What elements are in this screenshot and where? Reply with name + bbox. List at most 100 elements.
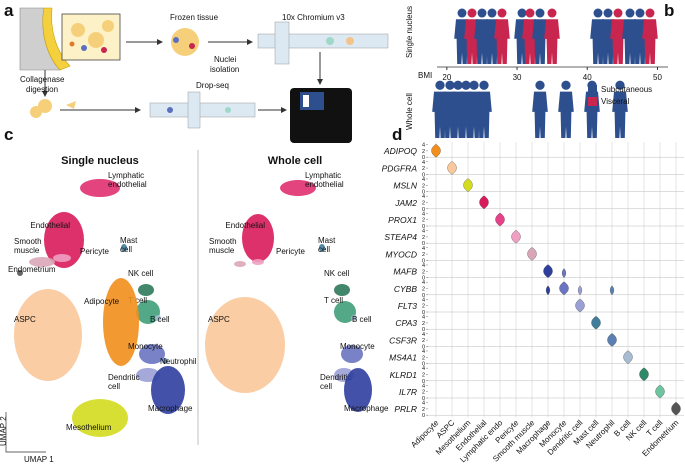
y-tick-label: 4 [422,366,425,372]
person-body [532,91,548,138]
person-head [477,8,487,18]
step-label: 10x Chromium v3 [282,13,345,22]
violin [495,212,505,227]
cluster-label: endothelial [108,180,147,189]
violin [591,316,601,330]
y-tick-label: 0 [422,241,425,247]
person-head [645,8,655,18]
violin [671,402,681,416]
violin [609,285,615,296]
y-tick-label: 0 [422,190,425,196]
step-label: isolation [210,65,239,74]
person-body [642,19,658,64]
cluster-label: Endothelial [225,221,265,230]
gene-label: PDGFRA [382,163,418,173]
y-tick-label: 0 [422,413,425,419]
person-body [612,91,628,138]
cluster-label: B cell [352,315,372,324]
row-label: Whole cell [405,93,414,130]
cluster [252,259,264,265]
legend-swatch [588,85,597,94]
cluster [344,368,372,412]
person-body [494,19,510,64]
y-tick-label: 0 [422,155,425,161]
y-tick-label: 2 [422,235,425,241]
y-tick-label: 2 [422,149,425,155]
step-label: Drop-seq [196,81,229,90]
y-tick-label: 0 [422,327,425,333]
person-head [561,80,571,90]
cluster-label: cell [320,382,332,391]
cluster [334,301,356,323]
panel-label: c [4,125,13,144]
cluster [53,254,71,262]
cluster-label: Lymphatic [305,171,341,180]
person-head [457,8,467,18]
violin [431,144,441,158]
violin [447,161,457,175]
gene-label: MSLN [393,181,417,191]
panel-label: a [4,1,14,20]
cluster-label: Adipocyte [84,297,120,306]
panel-label: b [664,1,674,20]
person-body [532,19,548,64]
cluster-label: B cell [150,315,170,324]
gene-label: FLT3 [398,301,417,311]
person-head [535,8,545,18]
legend-label: Visceral [601,97,630,106]
cluster-label: Smooth [209,237,237,246]
y-tick-label: 4 [422,211,425,217]
y-tick-label: 4 [422,194,425,200]
cluster-label: Mesothelium [66,423,112,432]
cluster [14,289,82,381]
person-head [535,80,545,90]
y-tick-label: 2 [422,286,425,292]
violin [559,281,569,295]
y-tick-label: 4 [422,383,425,389]
cluster-label: Mast [318,236,336,245]
cluster-label: Macrophage [344,404,389,413]
step-label: Frozen tissue [170,13,219,22]
axis-label: UMAP 2 [0,416,8,446]
y-tick-label: 2 [422,355,425,361]
y-tick-label: 4 [422,280,425,286]
panel-label: d [392,125,402,144]
y-tick-label: 0 [422,310,425,316]
gene-label: STEAP4 [384,232,417,242]
y-tick-label: 4 [422,297,425,303]
cluster-label: ASPC [14,315,36,324]
cluster [72,399,128,437]
cluster [136,300,160,324]
cluster [80,179,120,197]
y-tick-label: 0 [422,224,425,230]
cluster-label: Pericyte [276,247,305,256]
cluster-label: Mast [120,236,138,245]
y-tick-label: 2 [422,407,425,413]
person-head [613,8,623,18]
person-head [461,80,471,90]
person-head [435,80,445,90]
umap-axes [5,412,46,453]
umap-title: Whole cell [268,155,322,167]
cluster-label: endothelial [305,180,344,189]
cluster [280,180,316,196]
y-tick-label: 2 [422,166,425,172]
cluster [341,345,363,363]
violin [639,367,649,381]
y-tick-label: 0 [422,276,425,282]
person-head [635,8,645,18]
cluster-label: cell [120,245,132,254]
cluster-label: Lymphatic [108,171,144,180]
y-tick-label: 2 [422,200,425,206]
person-head [603,8,613,18]
cluster [351,315,357,321]
violin [607,333,617,347]
y-tick-label: 0 [422,172,425,178]
violin [479,195,489,209]
violin [623,350,633,364]
violin [575,298,585,313]
person-body [558,91,574,138]
cluster [17,270,23,276]
tick-label: 50 [653,73,662,82]
